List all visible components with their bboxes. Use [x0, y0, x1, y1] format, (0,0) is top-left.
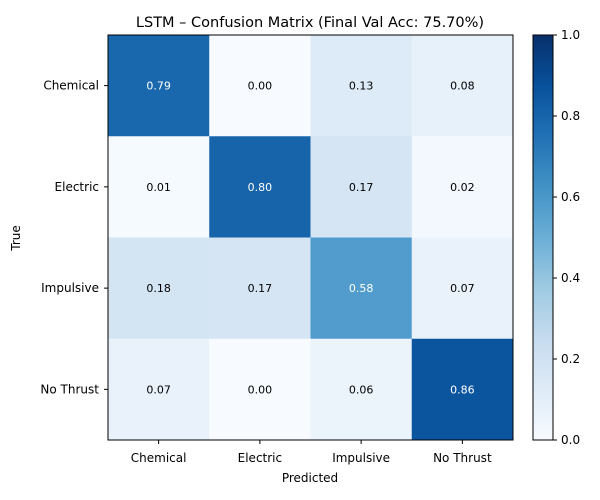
cell-value-label: 0.80 [248, 181, 273, 194]
colorbar-ticks: 0.0 0.2 0.4 0.6 0.8 1.0 [553, 28, 580, 447]
x-tick-label: Impulsive [332, 451, 390, 465]
cell-value-label: 0.08 [450, 80, 475, 93]
x-axis-label: Predicted [282, 471, 338, 485]
cell-value-label: 0.13 [349, 80, 374, 93]
heatmap-cell [108, 35, 210, 137]
cell-value-label: 0.02 [450, 181, 475, 194]
cell-value-label: 0.01 [146, 181, 171, 194]
cell-value-label: 0.00 [248, 80, 273, 93]
cell-value-label: 0.79 [146, 80, 171, 93]
plot-frame [107, 34, 514, 441]
heatmap-cell [411, 338, 514, 441]
y-tick-label: Impulsive [41, 281, 99, 295]
y-tick-label: Chemical [43, 79, 99, 93]
heatmap-cell [209, 237, 311, 340]
heatmap-cell [209, 136, 311, 238]
y-axis: Chemical Electric Impulsive No Thrust [40, 79, 108, 396]
cell-value-label: 0.07 [450, 282, 475, 295]
chart-title: LSTM – Confusion Matrix (Final Val Acc: … [136, 15, 484, 31]
colorbar-tick-label: 0.0 [561, 433, 580, 447]
heatmap-cell [209, 35, 311, 137]
heatmap-cell [108, 136, 210, 238]
colorbar-gradient [532, 34, 554, 441]
x-tick-label: No Thrust [433, 451, 492, 465]
y-tick-label: No Thrust [40, 382, 99, 396]
heatmap-cell [411, 35, 514, 137]
x-axis: Chemical Electric Impulsive No Thrust [131, 440, 492, 465]
heatmap-cell [310, 136, 413, 238]
cell-value-label: 0.00 [248, 383, 273, 396]
cell-value-label: 0.58 [349, 282, 374, 295]
heatmap-cell [310, 338, 413, 441]
cell-value-label: 0.17 [349, 181, 374, 194]
heatmap-cell [108, 338, 210, 441]
colorbar-tick-label: 0.6 [561, 190, 580, 204]
colorbar: 0.0 0.2 0.4 0.6 0.8 1.0 [532, 28, 580, 447]
y-axis-label: True [9, 225, 23, 252]
heatmap-cell [411, 136, 514, 238]
cell-value-label: 0.17 [248, 282, 273, 295]
x-tick-label: Electric [238, 451, 282, 465]
heatmap-cell [108, 237, 210, 340]
colorbar-tick-label: 0.2 [561, 352, 580, 366]
colorbar-tick-label: 1.0 [561, 28, 580, 42]
colorbar-tick-label: 0.8 [561, 109, 580, 123]
heatmap-cell [310, 237, 413, 340]
y-tick-label: Electric [55, 180, 99, 194]
heatmap-cell [209, 338, 311, 441]
cell-value-label: 0.07 [146, 383, 171, 396]
colorbar-tick-label: 0.4 [561, 271, 580, 285]
cell-value-label: 0.06 [349, 383, 374, 396]
heatmap-cells [108, 35, 514, 441]
x-tick-label: Chemical [131, 451, 187, 465]
heatmap-cell-labels: 0.79 0.00 0.13 0.08 0.01 0.80 0.17 0.02 0.18 0.17… [146, 80, 474, 397]
heatmap-cell [310, 35, 413, 137]
cell-value-label: 0.86 [450, 383, 475, 396]
cell-value-label: 0.18 [146, 282, 171, 295]
heatmap-cell [411, 237, 514, 340]
